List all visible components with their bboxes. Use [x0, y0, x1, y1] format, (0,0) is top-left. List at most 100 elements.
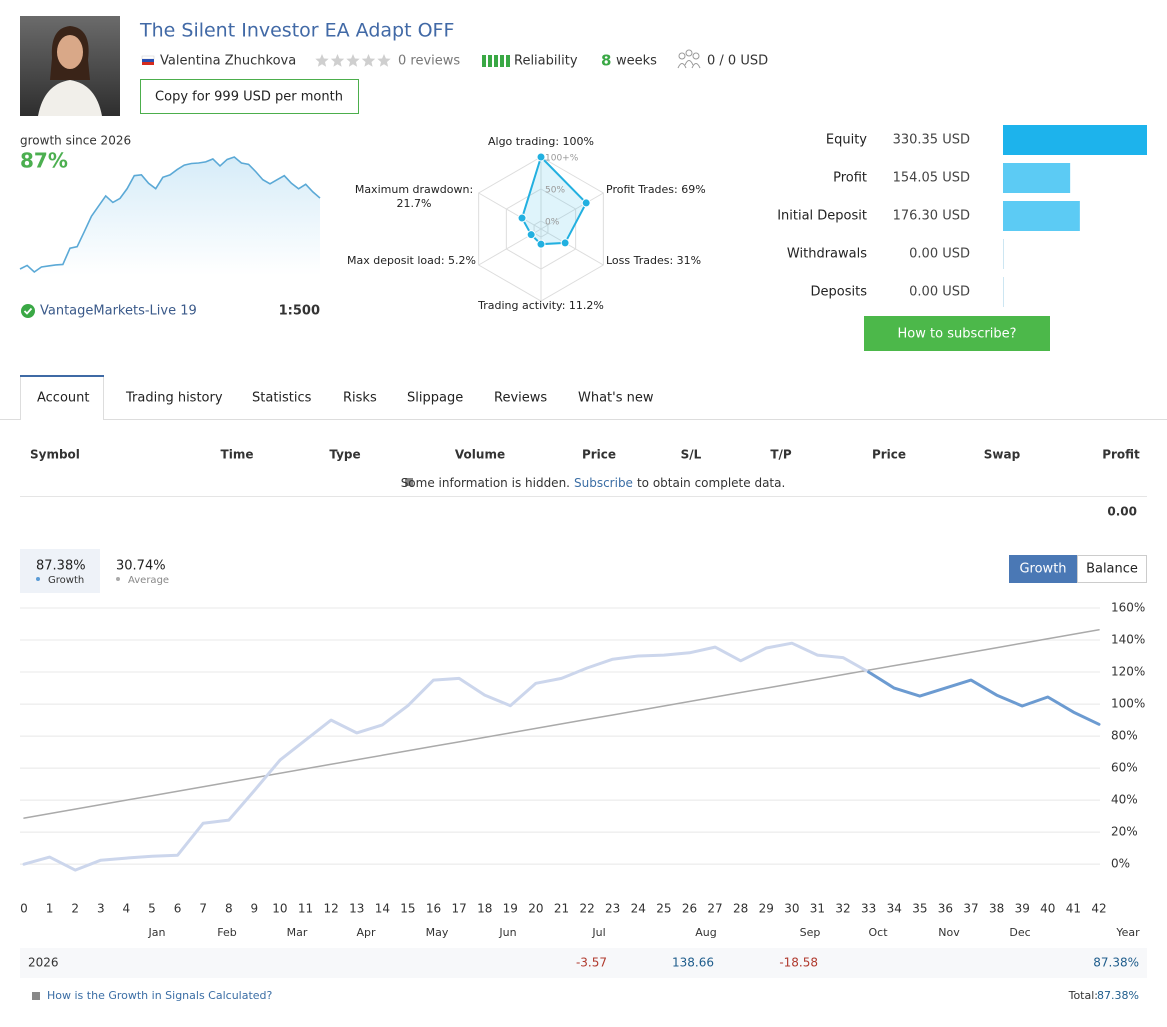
copy-button-label[interactable]: Copy for 999 USD per month: [155, 90, 343, 105]
tab[interactable]: Statistics: [252, 391, 312, 406]
x-tick-label: 5: [148, 902, 156, 916]
x-tick-label: 40: [1040, 902, 1055, 916]
x-tick-label: 6: [174, 902, 182, 916]
radar-spoke: [540, 228, 604, 266]
x-tick-label: 8: [225, 902, 233, 916]
subscribers: 0 / 0 USD: [707, 54, 768, 69]
x-tick-label: 9: [251, 902, 259, 916]
weeks-value: 8: [601, 52, 611, 70]
notice-link[interactable]: Subscribe: [574, 476, 633, 490]
month-label: Sep: [800, 926, 821, 939]
x-tick-label: 35: [912, 902, 927, 916]
radar-label: Max deposit load: 5.2%: [347, 254, 476, 267]
x-tick-label: 12: [324, 902, 339, 916]
summary-value: 87.38%: [36, 559, 86, 574]
x-tick-label: 1: [46, 902, 54, 916]
balance-button[interactable]: [1077, 555, 1147, 583]
column-header: T/P: [770, 448, 792, 462]
icon-part: [691, 63, 701, 69]
icon-part: [677, 63, 687, 69]
stat-value: 330.35 USD: [893, 133, 970, 148]
stat-label: Deposits: [811, 285, 868, 300]
radar-label: Algo trading: 100%: [488, 135, 594, 148]
star-icon: [361, 54, 376, 67]
series-line: [867, 670, 1101, 726]
month-value: 138.66: [672, 956, 714, 970]
x-tick-label: 20: [528, 902, 543, 916]
month-label: Jun: [498, 926, 516, 939]
notice: Some information is hidden. Subscribe to o…: [401, 476, 786, 490]
icon-part: [678, 52, 686, 60]
y-tick-label: 120%: [1111, 665, 1145, 679]
radar-point: [536, 239, 546, 249]
x-tick-label: 24: [631, 902, 646, 916]
tab[interactable]: What's new: [578, 391, 654, 406]
y-tick-label: 80%: [1111, 729, 1138, 743]
avatar-body: [38, 80, 102, 116]
month-label: Aug: [695, 926, 716, 939]
month-label: Oct: [868, 926, 888, 939]
x-tick-label: 27: [707, 902, 722, 916]
month-label: Nov: [938, 926, 960, 939]
x-tick-label: 0: [20, 902, 28, 916]
footer-total-value: 87.38%: [1097, 989, 1139, 1002]
column-header: Type: [329, 448, 360, 462]
star-icon: [377, 54, 391, 67]
subscribe-button-label[interactable]: How to subscribe?: [898, 327, 1017, 342]
reliability-bar: [488, 55, 492, 67]
stat-bar: [1003, 163, 1071, 193]
month-value: -3.57: [576, 956, 607, 970]
tab[interactable]: Trading history: [125, 391, 223, 406]
x-tick-label: 30: [784, 902, 799, 916]
month-label: Apr: [356, 926, 376, 939]
month-label: Mar: [287, 926, 308, 939]
growth-button-label[interactable]: Growth: [1019, 562, 1066, 577]
flag: [142, 59, 154, 62]
column-header: Symbol: [30, 448, 80, 462]
summary-dot: [116, 577, 120, 581]
x-tick-label: 17: [451, 902, 466, 916]
y-tick-label: 140%: [1111, 633, 1145, 647]
month-label: May: [426, 926, 449, 939]
column-header: Price: [872, 448, 906, 462]
tab[interactable]: Reviews: [494, 391, 547, 406]
stat-bar: [1003, 239, 1004, 269]
reliability-bar: [482, 55, 486, 67]
stat-label: Withdrawals: [787, 247, 867, 262]
growth-label: growth since 2026: [20, 134, 131, 148]
y-tick-label: 40%: [1111, 793, 1138, 807]
avatar: [20, 16, 120, 116]
table-total: 0.00: [1107, 505, 1137, 519]
x-tick-label: 19: [503, 902, 518, 916]
broker-icon: [21, 304, 35, 318]
stat-label: Equity: [826, 133, 867, 148]
copy-button[interactable]: [140, 79, 359, 114]
x-tick-label: 28: [733, 902, 748, 916]
growth-button[interactable]: [1009, 555, 1077, 583]
tab[interactable]: Slippage: [407, 391, 463, 406]
broker-icon-check: [23, 307, 33, 315]
summary-name: Growth: [48, 575, 84, 586]
subscribe-button[interactable]: [864, 316, 1050, 351]
tab[interactable]: Risks: [343, 391, 377, 406]
stat-label: Initial Deposit: [777, 209, 867, 224]
x-tick-label: 7: [199, 902, 207, 916]
reliability-bar: [506, 55, 510, 67]
month-label: Jan: [148, 926, 166, 939]
reliability-bar: [500, 55, 504, 67]
star-icon: [315, 54, 329, 67]
balance-button-label[interactable]: Balance: [1086, 562, 1138, 577]
summary-dot: [36, 577, 40, 581]
footer-link[interactable]: How is the Growth in Signals Calculated?: [47, 989, 273, 1002]
radar-point: [517, 213, 527, 223]
radar-label: Maximum drawdown: 21.7%: [354, 183, 474, 210]
y-tick-label: 100%: [1111, 697, 1145, 711]
x-tick-label: 36: [938, 902, 953, 916]
radar-point: [560, 238, 570, 248]
growth-value: 87%: [20, 149, 68, 173]
tab[interactable]: Account: [37, 391, 90, 406]
star-icon: [346, 54, 360, 67]
month-label: Jul: [591, 926, 605, 939]
icon-part: [685, 49, 693, 57]
